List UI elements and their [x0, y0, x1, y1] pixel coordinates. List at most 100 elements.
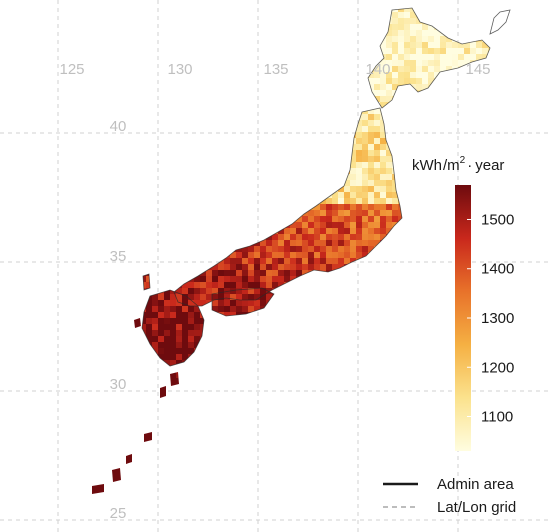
irradiance-cell: [170, 276, 176, 282]
irradiance-cell: [92, 138, 98, 144]
irradiance-cell: [356, 102, 362, 108]
irradiance-cell: [392, 306, 398, 312]
irradiance-cell: [362, 330, 368, 336]
irradiance-cell: [266, 282, 272, 288]
irradiance-cell: [380, 324, 386, 330]
irradiance-cell: [182, 48, 188, 54]
irradiance-cell: [122, 318, 128, 324]
irradiance-cell: [494, 198, 500, 204]
irradiance-cell: [92, 396, 98, 402]
irradiance-cell: [416, 42, 422, 48]
irradiance-cell: [356, 36, 362, 42]
irradiance-cell: [152, 306, 158, 312]
irradiance-cell: [428, 186, 434, 192]
irradiance-cell: [134, 234, 140, 240]
irradiance-cell: [374, 396, 380, 402]
irradiance-cell: [242, 198, 248, 204]
irradiance-cell: [116, 48, 122, 54]
irradiance-cell: [374, 180, 380, 186]
irradiance-cell: [266, 312, 272, 318]
irradiance-cell: [344, 234, 350, 240]
irradiance-cell: [422, 108, 428, 114]
irradiance-cell: [308, 228, 314, 234]
irradiance-cell: [128, 354, 134, 360]
irradiance-cell: [182, 144, 188, 150]
irradiance-cell: [182, 384, 188, 390]
irradiance-cell: [278, 228, 284, 234]
irradiance-cell: [254, 66, 260, 72]
irradiance-cell: [326, 222, 332, 228]
irradiance-cell: [134, 108, 140, 114]
irradiance-cell: [494, 78, 500, 84]
irradiance-cell: [410, 294, 416, 300]
irradiance-cell: [170, 378, 176, 384]
irradiance-cell: [446, 192, 452, 198]
irradiance-cell: [302, 252, 308, 258]
irradiance-cell: [434, 18, 440, 24]
irradiance-cell: [212, 156, 218, 162]
irradiance-cell: [188, 204, 194, 210]
irradiance-cell: [446, 66, 452, 72]
irradiance-cell: [104, 240, 110, 246]
irradiance-cell: [404, 324, 410, 330]
irradiance-cell: [314, 354, 320, 360]
irradiance-cell: [188, 240, 194, 246]
irradiance-cell: [140, 204, 146, 210]
irradiance-cell: [134, 246, 140, 252]
irradiance-cell: [404, 90, 410, 96]
irradiance-cell: [416, 408, 422, 414]
irradiance-cell: [128, 288, 134, 294]
irradiance-cell: [254, 402, 260, 408]
irradiance-cell: [86, 294, 92, 300]
irradiance-cell: [146, 144, 152, 150]
irradiance-cell: [374, 204, 380, 210]
irradiance-cell: [116, 168, 122, 174]
irradiance-cell: [248, 18, 254, 24]
irradiance-cell: [92, 252, 98, 258]
irradiance-cell: [116, 294, 122, 300]
irradiance-cell: [260, 378, 266, 384]
irradiance-cell: [494, 90, 500, 96]
irradiance-cell: [362, 78, 368, 84]
irradiance-cell: [158, 336, 164, 342]
irradiance-cell: [110, 180, 116, 186]
irradiance-cell: [236, 48, 242, 54]
irradiance-cell: [116, 102, 122, 108]
irradiance-cell: [332, 114, 338, 120]
irradiance-cell: [434, 108, 440, 114]
irradiance-cell: [188, 102, 194, 108]
irradiance-cell: [392, 66, 398, 72]
irradiance-cell: [440, 234, 446, 240]
irradiance-cell: [98, 84, 104, 90]
irradiance-cell: [416, 36, 422, 42]
irradiance-cell: [284, 138, 290, 144]
irradiance-cell: [140, 96, 146, 102]
irradiance-cell: [320, 156, 326, 162]
irradiance-cell: [434, 210, 440, 216]
irradiance-cell: [140, 144, 146, 150]
irradiance-cell: [308, 384, 314, 390]
irradiance-cell: [92, 222, 98, 228]
irradiance-cell: [440, 180, 446, 186]
irradiance-cell: [356, 354, 362, 360]
irradiance-cell: [116, 0, 122, 6]
irradiance-cell: [266, 204, 272, 210]
irradiance-cell: [152, 108, 158, 114]
irradiance-cell: [344, 54, 350, 60]
irradiance-cell: [182, 228, 188, 234]
irradiance-cell: [428, 150, 434, 156]
irradiance-cell: [218, 192, 224, 198]
irradiance-cell: [398, 270, 404, 276]
irradiance-cell: [158, 396, 164, 402]
irradiance-cell: [260, 276, 266, 282]
irradiance-cell: [392, 48, 398, 54]
irradiance-cell: [266, 126, 272, 132]
irradiance-cell: [128, 264, 134, 270]
irradiance-cell: [194, 42, 200, 48]
irradiance-cell: [224, 342, 230, 348]
irradiance-cell: [260, 330, 266, 336]
irradiance-cell: [278, 150, 284, 156]
irradiance-cell: [116, 336, 122, 342]
irradiance-cell: [86, 108, 92, 114]
irradiance-cell: [326, 402, 332, 408]
